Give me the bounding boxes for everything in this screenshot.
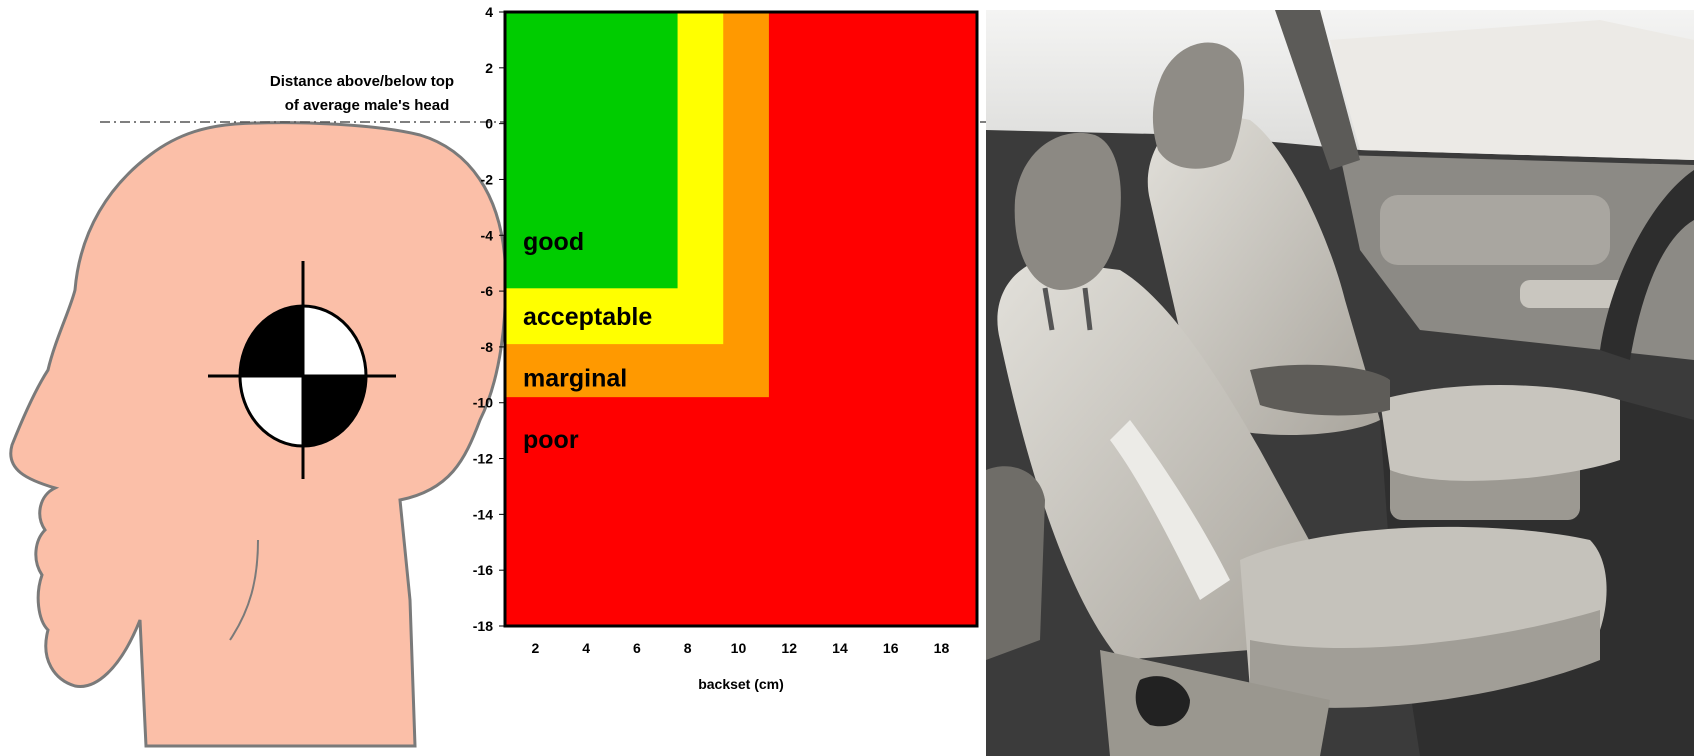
y-tick-label: 4 [485,4,493,20]
zone-label-acceptable: acceptable [523,303,652,331]
y-tick-label: -10 [473,395,493,411]
y-tick-label: 2 [485,60,493,76]
y-tick-label: 0 [485,116,493,132]
zone-good [505,12,678,289]
y-tick-label: -16 [473,562,493,578]
x-tick-label: 8 [684,640,692,656]
x-tick-label: 4 [582,640,590,656]
reference-annotation-line2: of average male's head [285,97,449,114]
reference-annotation-line1: Distance above/below top [270,73,454,90]
chart-frame [503,10,979,628]
x-tick-label: 6 [633,640,641,656]
x-tick-label: 10 [731,640,747,656]
y-tick-label: -14 [473,506,493,522]
x-tick-label: 14 [832,640,848,656]
x-tick-label: 18 [934,640,950,656]
x-tick-label: 12 [781,640,797,656]
y-tick-label: -4 [481,227,494,243]
backset-rating-chart: 4 2 0 -2 -4 -6 -8 -10 -12 -14 -16 -18 2 4 6 8 10 12 14 16 18… [473,4,979,692]
y-tick-label: -12 [473,451,493,467]
y-tick-label: -6 [481,283,494,299]
y-tick-label: -8 [481,339,494,355]
zone-label-good: good [523,228,584,256]
head-profile-icon [9,121,508,748]
crash-test-target-icon [208,261,396,479]
x-tick-label: 2 [532,640,540,656]
zone-label-marginal: marginal [523,365,627,393]
y-tick-label: -18 [473,618,493,634]
zone-label-poor: poor [523,426,579,454]
x-axis-label: backset (cm) [698,676,784,692]
y-tick-label: -2 [481,171,494,187]
car-seat-photo [986,10,1694,756]
x-tick-label: 16 [883,640,899,656]
